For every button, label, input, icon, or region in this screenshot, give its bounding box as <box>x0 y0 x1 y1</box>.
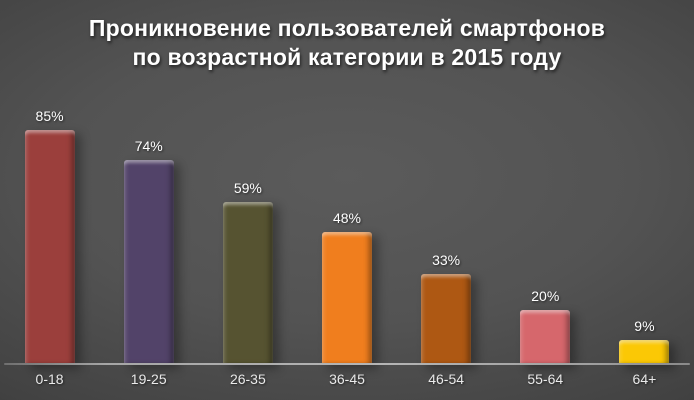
bar-value-label-26-35: 59% <box>233 180 262 196</box>
bar-value-label-55-64: 20% <box>531 288 560 304</box>
category-axis: 0-18 19-25 26-35 36-45 46-54 55-64 64+ <box>0 371 694 387</box>
chart-title: Проникновение пользователей смартфонов п… <box>0 0 694 72</box>
bar-group-26-35: 59% <box>198 180 297 365</box>
chart-title-line-2: по возрастной категории в 2015 году <box>132 44 562 70</box>
category-label-46-54: 46-54 <box>428 371 465 387</box>
bar-value-label-19-25: 74% <box>134 138 163 154</box>
bar-value-label-64+: 9% <box>634 318 655 334</box>
bar-64+ <box>619 340 670 365</box>
category-label-26-35: 26-35 <box>229 371 266 387</box>
bar-46-54 <box>421 274 472 365</box>
bar-group-36-45: 48% <box>297 210 396 365</box>
bar-36-45 <box>321 232 372 365</box>
bar-group-64+: 9% <box>595 318 694 365</box>
x-axis-line <box>4 363 690 365</box>
bar-group-55-64: 20% <box>496 288 595 365</box>
bar-55-64 <box>520 310 571 365</box>
bar-19-25 <box>123 160 174 365</box>
bar-0-18 <box>24 130 75 365</box>
category-label-36-45: 36-45 <box>329 371 365 387</box>
bar-value-label-46-54: 33% <box>432 252 461 268</box>
bar-chart-plot: 85% 74% 59% 48% 33% 20% 9% <box>0 108 694 365</box>
chart-title-line-1: Проникновение пользователей смартфонов <box>88 15 606 41</box>
bar-group-46-54: 33% <box>397 252 496 365</box>
bar-value-label-36-45: 48% <box>332 210 361 226</box>
category-label-64+: 64+ <box>632 371 657 387</box>
bar-26-35 <box>222 202 273 365</box>
bar-group-19-25: 74% <box>99 138 198 365</box>
category-label-0-18: 0-18 <box>35 371 64 387</box>
bar-value-label-0-18: 85% <box>35 108 64 124</box>
category-label-19-25: 19-25 <box>130 371 167 387</box>
bar-group-0-18: 85% <box>0 108 99 365</box>
category-label-55-64: 55-64 <box>527 371 564 387</box>
